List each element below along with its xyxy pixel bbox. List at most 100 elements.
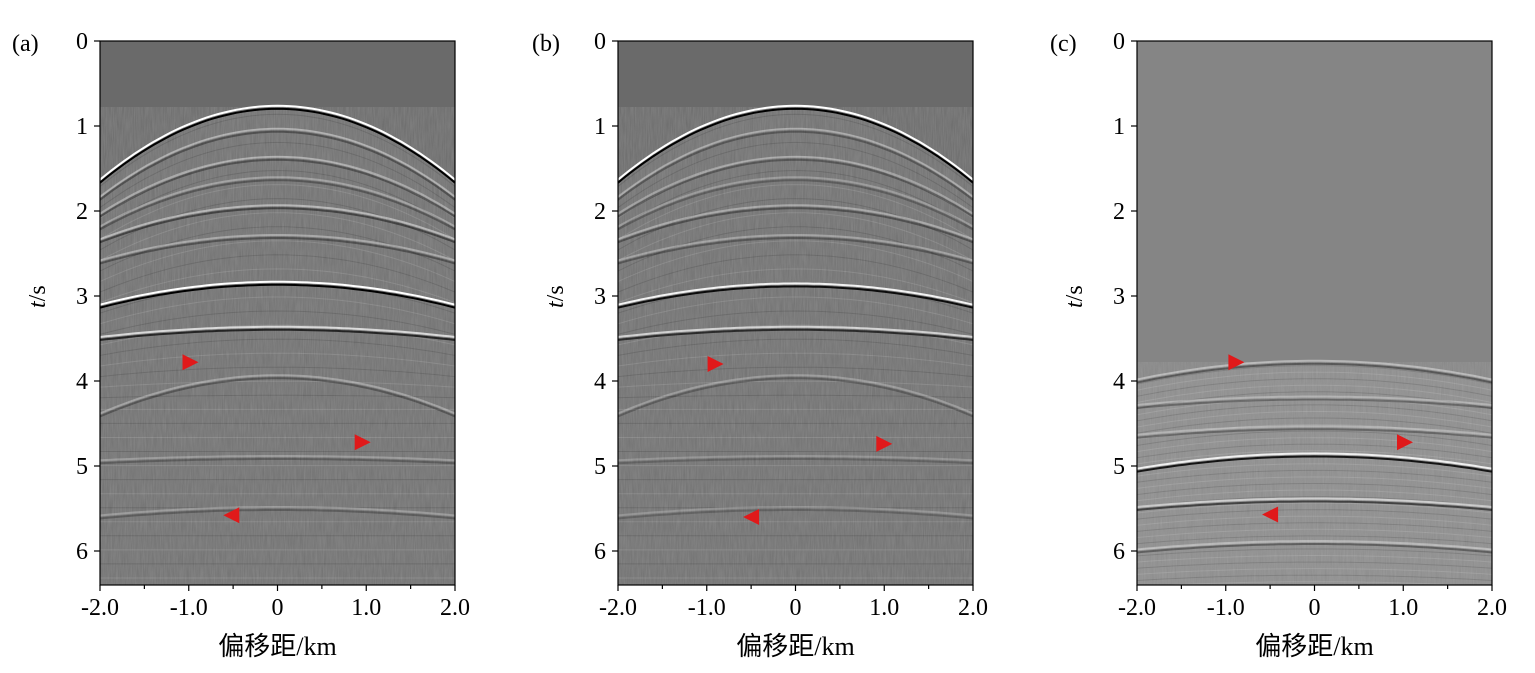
reflection-event-dark <box>100 158 455 218</box>
y-axis-label: t/s <box>543 285 569 308</box>
x-tick-label: -1.0 <box>688 595 726 621</box>
faint-reflection <box>618 268 973 304</box>
reflection-event-light <box>100 455 455 462</box>
reflection-event-light <box>618 176 973 228</box>
reflection-event-light <box>618 234 973 262</box>
faint-reflection <box>1137 522 1492 532</box>
faint-reflection <box>1137 535 1492 545</box>
faint-reflection <box>100 141 455 209</box>
panel-c: 0 1 2 3 4 5 6 -2.0 -1.0 0 1.0 2.0 偏移距/km t/s (c) <box>1050 29 1507 661</box>
faint-reflection <box>1137 574 1492 581</box>
faint-reflection <box>100 184 455 240</box>
faint-reflection <box>1137 541 1492 551</box>
reflection-event-light <box>1137 359 1492 381</box>
y-tick-label: 2 <box>1113 199 1125 225</box>
reflection-event-light <box>1137 395 1492 406</box>
y-tick-label: 1 <box>76 114 88 140</box>
faint-reflection <box>100 296 455 325</box>
faint-reflection <box>618 113 973 187</box>
y-tick-label: 0 <box>1113 29 1125 55</box>
faint-reflection <box>100 212 455 261</box>
faint-reflection <box>618 127 973 198</box>
faint-reflection <box>1137 548 1492 557</box>
y-tick-label: 3 <box>1113 284 1125 310</box>
y-tick-label: 4 <box>76 369 88 395</box>
reflection-event-light <box>1137 497 1492 508</box>
reflection-event-light <box>618 506 973 517</box>
y-tick-label: 5 <box>594 454 606 480</box>
noise-texture <box>618 107 973 585</box>
reflection-event-light <box>618 282 973 306</box>
reflection-event-dark <box>1137 428 1492 439</box>
reflection-event-dark <box>1137 362 1492 384</box>
reflection-event-light <box>618 155 973 215</box>
reflection-event-light <box>100 280 455 306</box>
red-arrow-marker <box>876 435 893 452</box>
faint-reflection <box>1137 443 1492 459</box>
reflection-event-light <box>100 204 455 241</box>
faint-reflection <box>1137 391 1492 410</box>
reflection-event-light <box>100 506 455 517</box>
reflection-event-light <box>618 374 973 415</box>
reflection-event-dark <box>618 237 973 265</box>
faint-reflection <box>1137 476 1492 489</box>
faint-reflection <box>618 240 973 282</box>
reflection-event-dark <box>100 377 455 418</box>
reflection-event-dark <box>100 130 455 201</box>
faint-reflection <box>1137 410 1492 428</box>
panel-a: 0 1 2 3 4 5 6 -2.0 -1.0 0 1.0 2.0 偏移距/km t/s (a) <box>12 29 470 661</box>
x-tick-label: 0 <box>790 595 802 621</box>
reflection-event-light <box>618 104 973 181</box>
reflection-event-dark <box>100 179 455 231</box>
faint-reflection <box>618 352 973 367</box>
reflection-event-light <box>1137 452 1492 470</box>
x-tick-label: 2.0 <box>1477 595 1507 621</box>
faint-reflection <box>1137 437 1492 453</box>
plot-area <box>618 41 973 585</box>
y-tick-label: 2 <box>594 199 606 225</box>
y-tick-label: 5 <box>76 454 88 480</box>
faint-reflection <box>618 212 973 261</box>
reflection-event-light <box>1137 540 1492 551</box>
reflection-event-light <box>618 455 973 462</box>
plot-area <box>100 41 455 585</box>
faint-reflection <box>100 394 455 399</box>
faint-reflection <box>618 394 973 399</box>
reflection-event-dark <box>618 328 973 341</box>
reflection-event-dark <box>1137 398 1492 409</box>
faint-reflection <box>1137 515 1492 526</box>
reflection-event-dark <box>618 458 973 465</box>
y-tick-label: 6 <box>1113 539 1125 565</box>
noise-texture <box>1137 362 1492 585</box>
x-tick-label: -2.0 <box>1118 595 1156 621</box>
x-axis-label: 偏移距/km <box>1255 632 1373 661</box>
reflection-event-dark <box>1137 500 1492 511</box>
reflection-event-dark <box>100 107 455 184</box>
faint-reflection <box>100 380 455 388</box>
reflection-event-dark <box>618 130 973 201</box>
panel-label: (c) <box>1050 31 1077 57</box>
reflection-event-dark <box>618 207 973 244</box>
reflection-event-dark <box>618 107 973 184</box>
faint-reflection <box>618 366 973 378</box>
faint-reflection <box>1159 581 1470 585</box>
faint-reflection <box>618 254 973 293</box>
faint-reflection <box>1137 450 1492 465</box>
reflection-event-dark <box>618 509 973 520</box>
reflection-event-light <box>618 204 973 241</box>
x-axis-label: 偏移距/km <box>218 632 336 661</box>
x-tick-label: -2.0 <box>599 595 637 621</box>
reflection-event-dark <box>618 285 973 309</box>
reflection-event-light <box>100 104 455 181</box>
x-tick-label: 2.0 <box>440 595 470 621</box>
x-tick-label: 1.0 <box>1388 595 1418 621</box>
y-tick-label: 3 <box>76 284 88 310</box>
y-tick-label: 6 <box>594 539 606 565</box>
x-axis-label: 偏移距/km <box>736 632 854 661</box>
x-tick-label: 1.0 <box>351 595 381 621</box>
reflection-event-light <box>100 155 455 215</box>
x-tick-label: -2.0 <box>81 595 119 621</box>
faint-reflection <box>618 338 973 356</box>
faint-reflection <box>1137 568 1492 575</box>
